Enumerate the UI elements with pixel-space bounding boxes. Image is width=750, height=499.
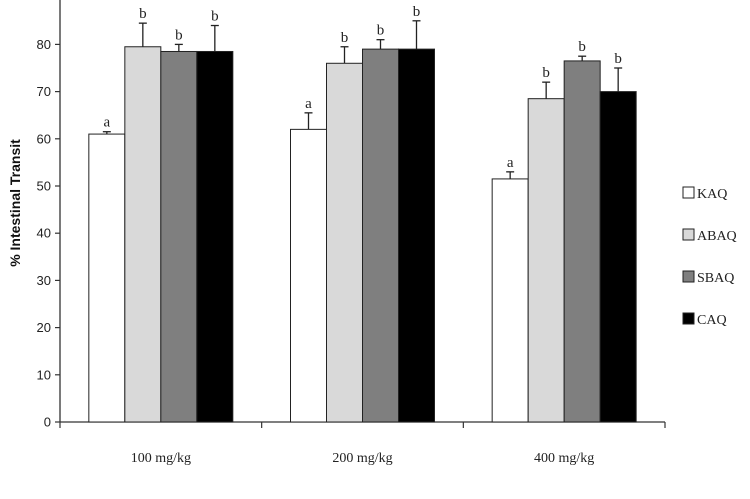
legend-label: SBAQ (697, 271, 734, 286)
significance-letter: b (377, 23, 385, 39)
x-tick-label: 200 mg/kg (332, 451, 392, 466)
bar (398, 48, 435, 423)
legend-label: KAQ (697, 187, 727, 202)
bar (491, 178, 529, 423)
significance-letter: b (614, 51, 622, 67)
legend-label: ABAQ (697, 229, 737, 244)
legend-swatch (682, 312, 695, 325)
bar (527, 98, 565, 423)
significance-letter: b (211, 9, 219, 25)
bar (160, 50, 198, 423)
bar (290, 128, 327, 423)
chart-legend: KAQ ABAQ SBAQ CAQ (682, 186, 737, 328)
legend-swatch (682, 228, 695, 241)
significance-letter: b (413, 4, 421, 20)
y-axis-title: % Intestinal Transit (7, 139, 23, 267)
significance-letter: b (341, 30, 349, 46)
significance-letter: b (542, 65, 550, 81)
bar (88, 133, 126, 423)
chart-labels: a b b b 100 mg/kg a b b b 200 mg/kg a b b b 400 mg/kg (103, 4, 621, 466)
bar (599, 91, 637, 423)
y-tick-label: 30 (37, 273, 51, 288)
y-tick-label: 50 (37, 179, 51, 194)
x-tick-label: 400 mg/kg (534, 451, 594, 466)
significance-letter: a (507, 155, 514, 171)
significance-letter: b (578, 39, 586, 55)
bar (326, 62, 363, 423)
bar (563, 60, 601, 423)
bar (196, 50, 234, 423)
legend-swatch (682, 270, 695, 283)
y-tick-label: 10 (37, 367, 51, 382)
y-tick-label: 60 (37, 131, 51, 146)
x-tick-label: 100 mg/kg (131, 451, 191, 466)
significance-letter: b (139, 6, 147, 22)
y-tick-label: 80 (37, 37, 51, 52)
chart-bars (88, 20, 637, 423)
y-tick-label: 20 (37, 320, 51, 335)
bar (124, 46, 162, 423)
y-tick-label: 40 (37, 226, 51, 241)
y-tick-label: 70 (37, 84, 51, 99)
y-tick-label: 0 (44, 415, 51, 430)
legend-label: CAQ (697, 313, 727, 328)
bar (362, 48, 399, 423)
significance-letter: b (175, 27, 183, 43)
significance-letter: a (305, 96, 312, 112)
significance-letter: a (103, 115, 110, 131)
legend-swatch (682, 186, 695, 199)
